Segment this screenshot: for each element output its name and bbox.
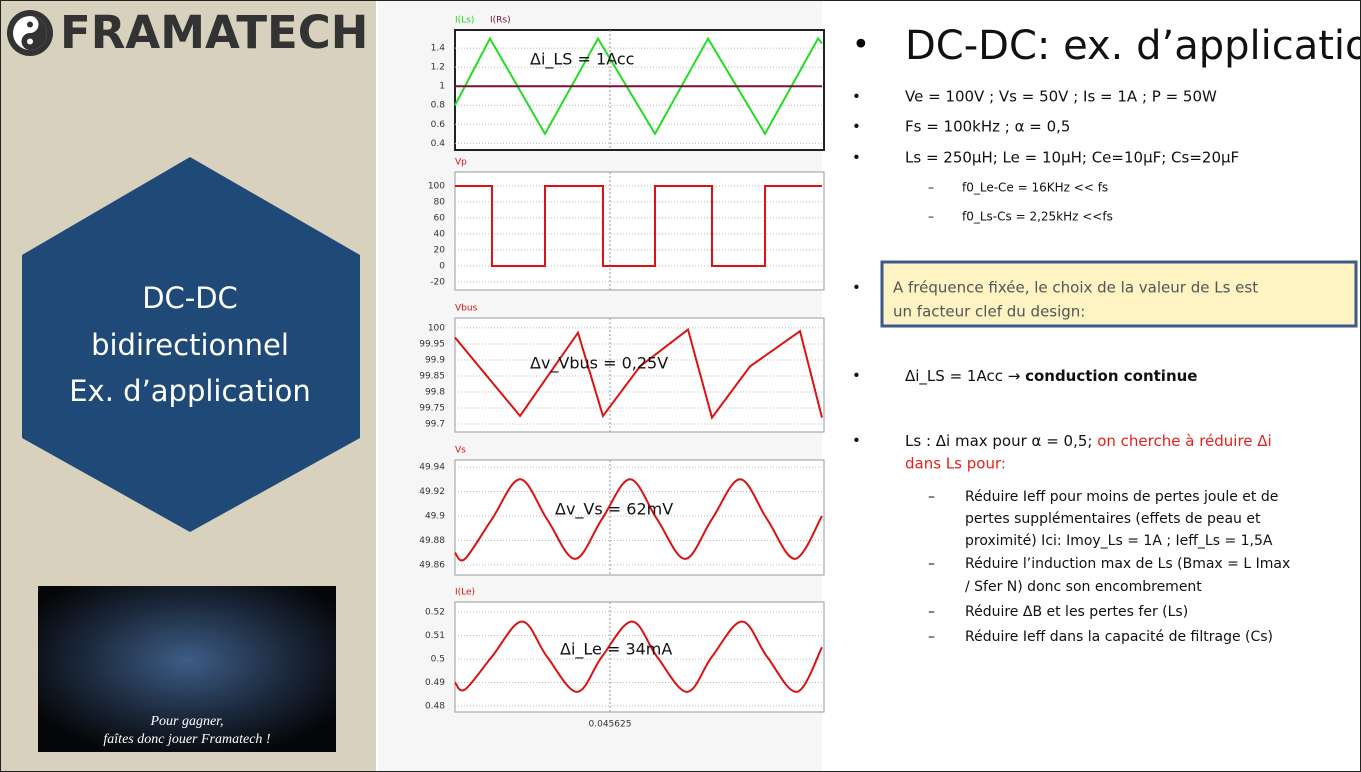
bullet-text: Ls : Δi max pour α = 0,5; on cherche à r… bbox=[905, 432, 1272, 450]
image-caption: Pour gagner, bbox=[149, 714, 223, 729]
y-tick-label: 60 bbox=[434, 214, 446, 224]
reason: Réduire Ieff pour moins de pertes joule … bbox=[965, 489, 1278, 505]
hexagon-text: bidirectionnel bbox=[91, 328, 289, 362]
y-tick-label: 0.51 bbox=[425, 631, 445, 641]
y-tick-label: 0.5 bbox=[431, 654, 445, 664]
box-text: A fréquence fixée, le choix de la valeur… bbox=[893, 279, 1258, 297]
dash: – bbox=[928, 210, 934, 224]
dash: – bbox=[928, 604, 935, 620]
y-tick-label: 100 bbox=[428, 182, 445, 192]
chart-panel: 49.86 49.88 49.9 49.92 49.94 Vs Δv_Vs = 62mV bbox=[419, 446, 824, 576]
bullet-text: Fs = 100kHz ; α = 0,5 bbox=[905, 118, 1070, 136]
y-tick-label: 40 bbox=[434, 230, 446, 240]
y-tick-label: 49.86 bbox=[419, 560, 445, 570]
bullet: • bbox=[852, 432, 861, 450]
y-tick-label: 100 bbox=[428, 323, 445, 333]
hexagon-text: DC-DC bbox=[142, 281, 238, 315]
y-tick-label: 49.9 bbox=[425, 511, 445, 521]
y-tick-label: -20 bbox=[430, 278, 445, 288]
reason: Réduire ΔB et les pertes fer (Ls) bbox=[965, 604, 1188, 620]
annotation: Δv_Vs = 62mV bbox=[555, 500, 673, 520]
y-tick-label: 1.2 bbox=[431, 63, 445, 73]
y-tick-label: 99.9 bbox=[425, 355, 445, 365]
annotation: Δi_LS = 1Acc bbox=[530, 50, 634, 70]
red-text: on cherche à réduire Δi bbox=[1097, 432, 1272, 450]
slide: FRAMATECH DC-DC bidirectionnel Ex. d’app… bbox=[0, 0, 1361, 772]
legend-label: I(Le) bbox=[455, 588, 475, 598]
reason: pertes supplémentaires (effets de peau e… bbox=[965, 511, 1261, 527]
bullet: • bbox=[852, 279, 861, 297]
annotation: Δi_Le = 34mA bbox=[560, 640, 672, 660]
y-tick-label: 0.4 bbox=[431, 139, 446, 149]
reason: Réduire l’induction max de Ls (Bmax = L … bbox=[965, 556, 1290, 572]
bullet-text: Ls = 250µH; Le = 10µH; Ce=10µF; Cs=20µF bbox=[905, 149, 1239, 167]
y-tick-label: 99.8 bbox=[425, 387, 445, 397]
legend-label: Vp bbox=[455, 158, 467, 168]
plot-frame bbox=[455, 30, 824, 150]
text: Ls : Δi max pour α = 0,5; bbox=[905, 432, 1097, 450]
dash: – bbox=[928, 556, 935, 572]
image-caption: faîtes donc jouer Framatech ! bbox=[103, 732, 271, 747]
x-tick-label: 0.045625 bbox=[589, 720, 632, 730]
reason: / Sfer N) donc son encombrement bbox=[965, 579, 1202, 595]
y-tick-label: 0.52 bbox=[425, 608, 445, 618]
dash: – bbox=[928, 181, 934, 195]
y-tick-label: 99.95 bbox=[419, 339, 445, 349]
y-tick-label: 0 bbox=[439, 262, 445, 272]
y-tick-label: 0.48 bbox=[425, 701, 445, 711]
legend-label: I(Ls) bbox=[455, 16, 474, 26]
bullet-text: Δi_LS = 1Acc → conduction continue bbox=[905, 367, 1197, 386]
red-text: dans Ls pour: bbox=[905, 455, 1006, 473]
chart-panel: -20 0 20 40 60 80 100 Vp bbox=[428, 158, 824, 291]
y-tick-label: 0.8 bbox=[431, 101, 446, 111]
y-tick-label: 0.49 bbox=[425, 678, 445, 688]
y-tick-label: 49.92 bbox=[419, 487, 445, 497]
y-tick-label: 99.75 bbox=[419, 403, 445, 413]
reason: Réduire Ieff dans la capacité de filtrag… bbox=[965, 629, 1273, 645]
logo-text: FRAMATECH bbox=[60, 6, 368, 59]
y-tick-label: 99.85 bbox=[419, 371, 445, 381]
annotation: Δv_Vbus = 0,25V bbox=[530, 354, 668, 374]
bullet: • bbox=[852, 28, 870, 63]
bullet-text: Ve = 100V ; Vs = 50V ; Is = 1A ; P = 50W bbox=[905, 88, 1217, 106]
dash: – bbox=[928, 489, 935, 505]
box-text: un facteur clef du design: bbox=[893, 303, 1085, 321]
plot-frame bbox=[455, 318, 824, 432]
hexagon-text: Ex. d’application bbox=[69, 374, 311, 408]
sub-bullet: f0_Le-Ce = 16KHz << fs bbox=[962, 181, 1108, 195]
logo-icon bbox=[7, 10, 53, 56]
sub-bullet: f0_Ls-Cs = 2,25kHz <<fs bbox=[962, 210, 1113, 224]
plot-frame bbox=[455, 172, 824, 290]
y-tick-label: 1 bbox=[439, 82, 445, 92]
text: Δi_LS = 1Acc → bbox=[905, 367, 1025, 386]
charts: 0.4 0.6 0.8 1 1.2 1.4 I(Ls) I(Rs) Δi_LS = 1Acc -2… bbox=[419, 16, 824, 730]
legend-label: Vbus bbox=[455, 304, 478, 314]
slide-title: DC-DC: ex. d’application bbox=[905, 23, 1361, 69]
y-tick-label: 0.6 bbox=[431, 120, 446, 130]
reason: proximité) Ici: Imoy_Ls = 1A ; Ieff_Ls =… bbox=[965, 533, 1273, 549]
y-tick-label: 99.7 bbox=[425, 419, 445, 429]
dash: – bbox=[928, 629, 935, 645]
y-tick-label: 49.88 bbox=[419, 536, 445, 546]
y-tick-label: 80 bbox=[434, 198, 446, 208]
legend-label: Vs bbox=[455, 446, 466, 456]
legend-label: I(Rs) bbox=[490, 16, 511, 26]
y-tick-label: 1.4 bbox=[431, 44, 446, 54]
chart-panel: 0.4 0.6 0.8 1 1.2 1.4 I(Ls) I(Rs) Δi_LS = 1Acc bbox=[431, 16, 824, 151]
bullet: • bbox=[852, 118, 861, 136]
page: FRAMATECH DC-DC bidirectionnel Ex. d’app… bbox=[0, 0, 1361, 772]
bullet: • bbox=[852, 149, 861, 167]
y-tick-label: 49.94 bbox=[419, 462, 445, 472]
bullet: • bbox=[852, 367, 861, 385]
bold-text: conduction continue bbox=[1025, 367, 1197, 385]
chart-panel: 99.7 99.75 99.8 99.85 99.9 99.95 100 Vbus Δv_Vbu… bbox=[419, 304, 824, 433]
chart-panel: 0.48 0.49 0.5 0.51 0.52 0.045625 I(Le) Δi_Le = … bbox=[425, 588, 824, 730]
y-tick-label: 20 bbox=[434, 246, 446, 256]
bullet: • bbox=[852, 88, 861, 106]
